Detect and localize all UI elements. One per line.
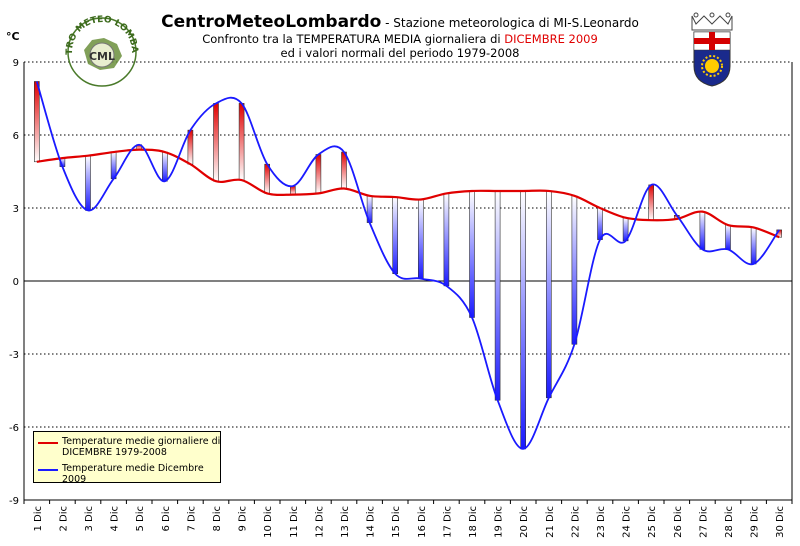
x-tick-label: 25 Dic (647, 506, 658, 538)
deviation-bar (213, 103, 219, 182)
deviation-bar (187, 129, 194, 165)
x-tick-label: 16 Dic (417, 506, 428, 538)
x-tick-label: 14 Dic (366, 506, 377, 538)
deviation-bar (33, 81, 40, 163)
x-tick-label: 13 Dic (340, 506, 351, 538)
chart-header: CentroMeteoLombardo - Stazione meteorolo… (140, 12, 660, 60)
title-line: CentroMeteoLombardo - Stazione meteorolo… (140, 12, 660, 32)
deviation-bar (750, 227, 757, 265)
deviation-bar (469, 190, 475, 318)
x-tick-label: 11 Dic (289, 506, 300, 538)
x-tick-label: 19 Dic (494, 506, 505, 538)
legend-swatch-normal (38, 442, 58, 444)
legend-label-actual: Temperature medie Dicembre 2009 (62, 463, 204, 485)
x-tick-label: 3 Dic (84, 506, 95, 532)
x-tick-label: 26 Dic (673, 506, 684, 538)
x-tick-label: 7 Dic (186, 506, 197, 532)
deviation-bar (392, 196, 399, 275)
x-tick-label: 17 Dic (442, 506, 453, 538)
legend-label-normal: Temperature medie giornaliere di DICEMBR… (62, 436, 221, 458)
y-tick-label: -6 (9, 423, 19, 434)
centro-meteo-lombardo-logo: CENTRO METEO LOMBARDO CML (62, 10, 139, 87)
deviation-bar (725, 224, 731, 250)
subtitle-line-2: Confronto tra la TEMPERATURA MEDIA giorn… (140, 32, 660, 46)
y-tick-label: -3 (9, 350, 19, 361)
deviation-bar (545, 190, 552, 399)
legend: Temperature medie giornaliere di DICEMBR… (33, 431, 221, 485)
x-tick-label: 4 Dic (110, 506, 121, 532)
x-tick-label: 29 Dic (750, 506, 761, 538)
deviation-bar (520, 190, 527, 450)
x-tick-label: 24 Dic (622, 506, 633, 538)
x-tick-label: 30 Dic (775, 506, 786, 538)
deviation-bar (571, 195, 578, 345)
y-axis-unit: °C (6, 30, 20, 43)
deviation-bar (162, 151, 168, 182)
y-tick-label: -9 (9, 496, 19, 507)
crest-icon (691, 12, 733, 87)
x-tick-label: 12 Dic (314, 506, 325, 538)
subtitle-line-3: ed i valori normali del periodo 1979-200… (280, 46, 520, 60)
brand-title: CentroMeteoLombardo (161, 12, 382, 32)
y-tick-label: 9 (13, 58, 19, 69)
deviation-bar (289, 185, 296, 195)
axes: -9 -6 -3 0 3 6 9 1 Dic 2 Dic 3 Dic 4 Dic 5 Dic 6 Dic… (9, 58, 793, 538)
x-tick-label: 8 Dic (212, 506, 223, 532)
x-tick-label: 28 Dic (724, 506, 735, 538)
x-tick-label: 15 Dic (391, 506, 402, 538)
x-tick-label: 27 Dic (698, 506, 709, 538)
subtitle-highlight: DICEMBRE 2009 (504, 32, 598, 46)
x-tick-label: 1 Dic (33, 506, 44, 532)
x-tick-label: 9 Dic (238, 506, 249, 532)
x-tick-label: 2 Dic (58, 506, 69, 532)
y-tick-label: 0 (13, 277, 19, 288)
series-line-actual (35, 81, 780, 450)
subtitle-text: Confronto tra la TEMPERATURA MEDIA giorn… (202, 32, 505, 46)
deviation-bar (341, 151, 347, 189)
deviation-bar (417, 199, 424, 279)
station-name: - Stazione meteorologica di MI-S.Leonard… (381, 16, 639, 30)
legend-swatch-actual (38, 469, 58, 471)
x-tick-label: 18 Dic (468, 506, 479, 538)
deviation-bars (33, 81, 783, 450)
deviation-bar (443, 193, 450, 287)
logo-center-text: CML (89, 50, 115, 63)
deviation-bar (85, 155, 91, 211)
x-tick-label: 6 Dic (161, 506, 172, 532)
x-tick-label: 22 Dic (570, 506, 581, 538)
gridlines (24, 61, 792, 428)
x-tick-label: 20 Dic (519, 506, 530, 538)
deviation-bar (597, 207, 603, 240)
x-tick-label: 23 Dic (596, 506, 607, 538)
deviation-bar (238, 103, 245, 181)
x-tick-label: 5 Dic (135, 506, 146, 532)
series-line-normal (36, 148, 780, 239)
deviation-bar (315, 154, 322, 194)
y-tick-label: 6 (13, 131, 19, 142)
x-tick-label: 10 Dic (263, 506, 274, 538)
x-tick-label: 21 Dic (545, 506, 556, 538)
deviation-bar (494, 190, 501, 401)
y-tick-label: 3 (13, 204, 19, 215)
series-lines (35, 81, 780, 450)
deviation-bar (699, 211, 706, 250)
deviation-bar (648, 184, 655, 221)
